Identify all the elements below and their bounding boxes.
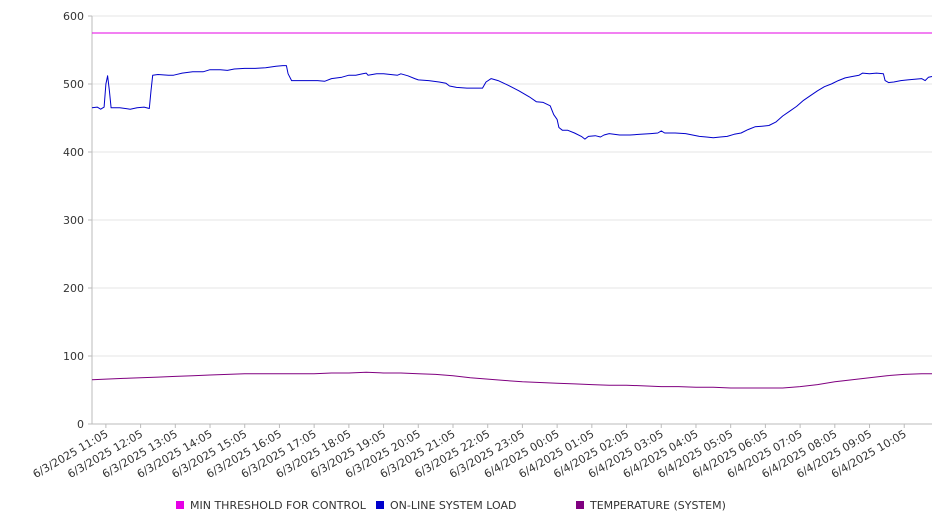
legend-swatch-min-threshold [176,501,184,509]
legend-label-system-load[interactable]: ON-LINE SYSTEM LOAD [390,499,516,512]
legend-swatch-temperature [576,501,584,509]
series-lines [91,32,933,389]
x-tick-labels: 6/3/2025 11:056/3/2025 12:056/3/2025 13:… [31,424,909,481]
y-tick-label: 200 [63,282,84,295]
legend: MIN THRESHOLD FOR CONTROL ON-LINE SYSTEM… [176,499,726,512]
y-tick-label: 0 [77,418,84,431]
y-tick-label: 400 [63,146,84,159]
legend-label-temperature[interactable]: TEMPERATURE (SYSTEM) [589,499,726,512]
y-tick-label: 300 [63,214,84,227]
series-line-system-load [91,65,933,140]
series-line-temperature [91,371,932,389]
y-tick-label: 500 [63,78,84,91]
y-tick-label: 100 [63,350,84,363]
y-tick-labels: 0 100 200 300 400 500 600 [63,10,92,431]
legend-label-min-threshold[interactable]: MIN THRESHOLD FOR CONTROL [190,499,367,512]
legend-swatch-system-load [376,501,384,509]
y-tick-label: 600 [63,10,84,23]
grid [92,15,932,357]
